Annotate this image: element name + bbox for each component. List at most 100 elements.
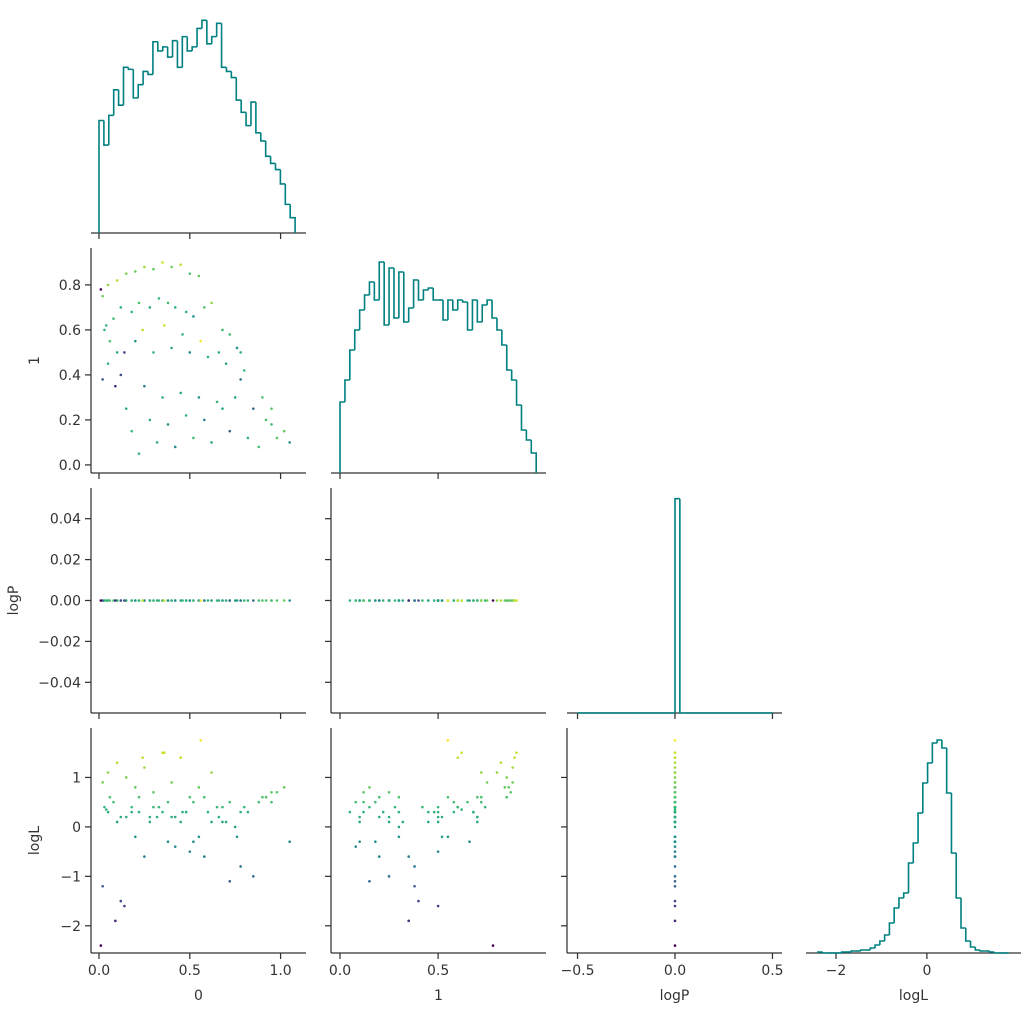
- scatter-point: [130, 429, 133, 433]
- scatter-point: [432, 810, 436, 814]
- histogram-step: [501, 330, 507, 346]
- scatter-point: [217, 351, 221, 354]
- scatter-point: [188, 850, 192, 853]
- scatter-point: [368, 879, 371, 883]
- scatter-point: [103, 328, 106, 332]
- scatter-point: [362, 599, 365, 602]
- histogram-step: [284, 183, 291, 206]
- scatter-point: [115, 599, 119, 602]
- scatter-point: [124, 815, 128, 819]
- scatter-point: [270, 407, 273, 410]
- x-tick-label: 0.5: [179, 963, 201, 979]
- scatter-point: [673, 840, 677, 844]
- scatter-point: [124, 407, 128, 410]
- scatter-point: [112, 317, 115, 320]
- scatter-point: [673, 800, 677, 804]
- scatter-point: [387, 790, 391, 794]
- scatter-point: [503, 599, 507, 602]
- scatter-point: [505, 795, 509, 799]
- scatter-point: [413, 884, 416, 888]
- scatter-point: [354, 599, 358, 602]
- scatter-point: [466, 599, 469, 602]
- scatter-point: [233, 825, 237, 829]
- histogram-step: [245, 112, 251, 127]
- x-tick-label: 0.0: [329, 963, 351, 979]
- scatter-point: [257, 445, 261, 449]
- scatter-point: [479, 599, 483, 602]
- histogram-step: [888, 922, 895, 935]
- scatter-point: [104, 324, 108, 327]
- histogram-step: [941, 740, 947, 749]
- y-tick-label: 0.0: [59, 458, 81, 474]
- histogram-step: [344, 379, 350, 402]
- scatter-point: [108, 795, 112, 799]
- scatter-point: [491, 944, 495, 947]
- y-tick-label: 0.02: [50, 553, 81, 569]
- scatter-point: [179, 263, 183, 266]
- scatter-point: [235, 835, 239, 839]
- scatter-point: [141, 599, 144, 602]
- scatter-point: [257, 599, 261, 602]
- scatter-point: [483, 599, 487, 602]
- histogram-step: [817, 951, 823, 953]
- scatter-point: [261, 795, 264, 799]
- scatter-point: [421, 599, 424, 602]
- histogram-step: [461, 300, 468, 303]
- scatter-point: [217, 815, 221, 819]
- scatter-point: [426, 810, 430, 814]
- scatter-point: [407, 919, 410, 923]
- scatter-point: [491, 599, 495, 602]
- scatter-point: [242, 599, 246, 602]
- scatter-point: [261, 599, 264, 602]
- scatter-point: [115, 820, 119, 824]
- scatter-point: [184, 599, 188, 602]
- histogram-step: [955, 853, 961, 899]
- scatter-point: [673, 776, 677, 779]
- scatter-point: [673, 884, 677, 888]
- histogram-step: [235, 77, 242, 101]
- scatter-point: [112, 599, 115, 602]
- scatter-point: [221, 599, 224, 602]
- scatter-point: [673, 899, 677, 903]
- scatter-point: [452, 810, 456, 814]
- x-tick-label: 0.5: [761, 963, 783, 979]
- histogram-step: [674, 497, 680, 713]
- histogram-step: [166, 46, 173, 58]
- scatter-point: [387, 815, 391, 819]
- scatter-point: [233, 396, 237, 399]
- scatter-point: [221, 820, 224, 824]
- scatter-point: [170, 346, 173, 350]
- scatter-point: [137, 795, 141, 799]
- histogram-step: [186, 36, 193, 52]
- histogram-step: [142, 70, 149, 85]
- scatter-point: [505, 776, 509, 779]
- scatter-point: [210, 301, 213, 305]
- scatter-point: [224, 362, 228, 365]
- scatter-point: [673, 756, 677, 759]
- scatter-point: [103, 805, 106, 809]
- histogram-step: [191, 46, 198, 51]
- scatter-point: [397, 599, 401, 602]
- histogram-step: [230, 71, 237, 79]
- scatter-point: [348, 810, 352, 814]
- scatter-point: [397, 835, 401, 839]
- scatter-point: [148, 418, 152, 422]
- histogram-step: [176, 40, 183, 69]
- scatter-point: [354, 845, 358, 848]
- scatter-point: [377, 855, 381, 858]
- scatter-point: [163, 324, 166, 327]
- histogram-step: [530, 440, 537, 473]
- scatter-point: [673, 808, 677, 811]
- scatter-point: [148, 820, 152, 824]
- scatter-point: [143, 855, 146, 858]
- scatter-point: [119, 815, 123, 819]
- scatter-point: [270, 599, 273, 602]
- scatter-point: [436, 599, 440, 602]
- scatter-point: [106, 599, 110, 602]
- scatter-point: [217, 599, 221, 602]
- scatter-point: [264, 599, 268, 602]
- scatter-point: [152, 599, 155, 602]
- y-axis-label: logL: [27, 826, 43, 855]
- histogram-step: [363, 294, 370, 310]
- scatter-point: [282, 786, 286, 789]
